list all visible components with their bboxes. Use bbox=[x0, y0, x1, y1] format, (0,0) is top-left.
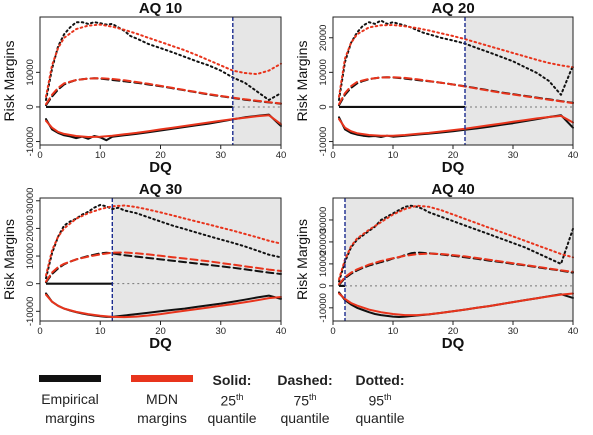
y-tick-label: 0 bbox=[318, 283, 329, 288]
x-tick-label: 10 bbox=[388, 150, 399, 161]
legend-mdn: MDN margins bbox=[112, 372, 212, 432]
empirical-label-2: margins bbox=[45, 410, 95, 426]
panel-title: AQ 30 bbox=[139, 181, 182, 198]
x-tick-label: 20 bbox=[155, 326, 166, 337]
x-axis-label: DQ bbox=[442, 159, 465, 176]
x-tick-label: 30 bbox=[508, 150, 519, 161]
x-tick-label: 20 bbox=[448, 326, 459, 337]
dotted-style-label: Dotted: bbox=[355, 372, 405, 388]
y-tick-label: 20000 bbox=[318, 229, 329, 255]
y-tick-label: 0 bbox=[25, 281, 36, 286]
mdn-solid-line bbox=[45, 293, 282, 319]
dotted-quantile-number: 95th bbox=[368, 392, 392, 409]
dotted-quantile-word: quantile bbox=[355, 409, 405, 426]
mdn-dotted-line bbox=[45, 23, 282, 98]
mdn-swatch bbox=[131, 375, 193, 382]
legend-dashed: Dashed: 75th quantile bbox=[265, 372, 345, 432]
x-tick-label: 0 bbox=[330, 150, 335, 161]
solid-quantile-number: 25th bbox=[220, 392, 244, 409]
y-tick-label: 30000 bbox=[25, 188, 36, 214]
y-axis-label: Risk Margins bbox=[294, 219, 310, 300]
empirical-dotted-line bbox=[338, 19, 574, 101]
panel-title: AQ 40 bbox=[431, 181, 474, 198]
x-tick-label: 0 bbox=[37, 326, 42, 337]
shaded-region bbox=[345, 198, 573, 321]
mdn-label-1: MDN bbox=[146, 391, 178, 407]
x-axis-label: DQ bbox=[149, 159, 172, 176]
mdn-dotted-line bbox=[45, 204, 282, 277]
empirical-dotted-line bbox=[45, 21, 282, 101]
x-tick-label: 0 bbox=[330, 326, 335, 337]
x-tick-label: 40 bbox=[276, 326, 287, 337]
x-tick-label: 10 bbox=[95, 326, 106, 337]
legend-solid: Solid: 25th quantile bbox=[192, 372, 272, 432]
x-tick-label: 20 bbox=[448, 150, 459, 161]
legend-dotted: Dotted: 95th quantile bbox=[340, 372, 420, 432]
y-tick-label: -10000 bbox=[25, 127, 36, 157]
y-tick-label: 10000 bbox=[318, 251, 329, 277]
mdn-dashed-line bbox=[45, 77, 282, 106]
y-tick-label: 10000 bbox=[318, 59, 329, 85]
x-tick-label: 10 bbox=[95, 150, 106, 161]
x-tick-label: 30 bbox=[508, 326, 519, 337]
mdn-solid-line bbox=[338, 114, 574, 137]
x-tick-label: 40 bbox=[568, 150, 579, 161]
x-tick-label: 40 bbox=[568, 326, 579, 337]
dashed-quantile-word: quantile bbox=[280, 409, 330, 426]
y-axis-label: Risk Margins bbox=[1, 41, 17, 122]
y-tick-label: 20000 bbox=[318, 25, 329, 51]
y-axis-label: Risk Margins bbox=[294, 41, 310, 122]
legend-empirical: Empirical margins bbox=[20, 372, 120, 432]
x-tick-label: 0 bbox=[37, 150, 42, 161]
x-tick-label: 30 bbox=[215, 326, 226, 337]
dashed-style-label: Dashed: bbox=[277, 372, 333, 388]
y-tick-label: 30000 bbox=[318, 207, 329, 233]
mdn-label-2: margins bbox=[137, 410, 187, 426]
x-tick-label: 20 bbox=[155, 150, 166, 161]
empirical-dotted-line bbox=[338, 204, 574, 283]
panel-title: AQ 20 bbox=[431, 0, 474, 17]
y-tick-label: -10000 bbox=[25, 297, 36, 327]
mdn-dotted-line bbox=[338, 24, 574, 98]
empirical-label-1: Empirical bbox=[41, 391, 99, 407]
mdn-dotted-line bbox=[338, 204, 574, 281]
y-axis-label: Risk Margins bbox=[1, 219, 17, 300]
empirical-swatch bbox=[39, 375, 101, 382]
x-tick-label: 30 bbox=[215, 150, 226, 161]
y-tick-label: -10000 bbox=[318, 127, 329, 157]
y-tick-label: -10000 bbox=[318, 293, 329, 323]
shaded-region bbox=[465, 17, 573, 145]
mdn-solid-line bbox=[45, 114, 282, 138]
y-tick-label: 0 bbox=[318, 104, 329, 109]
y-tick-label: 10000 bbox=[25, 59, 36, 85]
solid-style-label: Solid: bbox=[212, 372, 252, 388]
mdn-dashed-line bbox=[45, 251, 282, 283]
mdn-dashed-line bbox=[338, 76, 574, 106]
y-tick-label: 20000 bbox=[25, 215, 36, 241]
x-tick-label: 10 bbox=[388, 326, 399, 337]
mdn-dashed-line bbox=[338, 252, 574, 286]
y-tick-label: 0 bbox=[25, 104, 36, 109]
solid-quantile-word: quantile bbox=[207, 409, 257, 426]
y-tick-label: 10000 bbox=[25, 243, 36, 269]
dashed-quantile-number: 75th bbox=[293, 392, 317, 409]
x-tick-label: 40 bbox=[276, 150, 287, 161]
panel-title: AQ 10 bbox=[139, 0, 182, 17]
x-axis-label: DQ bbox=[442, 335, 465, 352]
x-axis-label: DQ bbox=[149, 335, 172, 352]
mdn-solid-line bbox=[338, 292, 574, 317]
